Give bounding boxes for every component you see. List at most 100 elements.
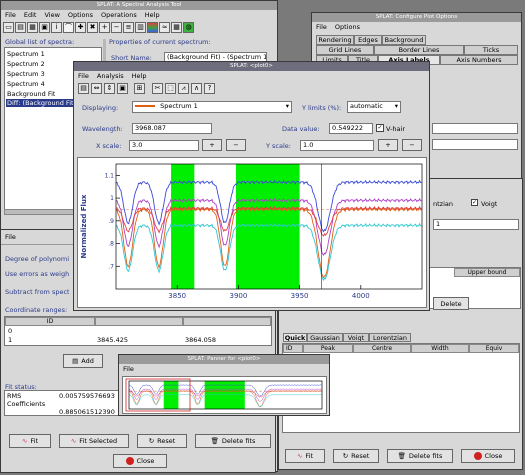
tab-background[interactable]: Background xyxy=(382,35,426,45)
line-combo[interactable]: 1 xyxy=(433,219,519,230)
plot-canvas[interactable]: 3850 3900 3950 4000 1.1 1 .9 .8 .7 Normalized Flu… xyxy=(77,157,427,308)
tab-gaussian[interactable]: Gaussian xyxy=(307,333,343,342)
displaying-select[interactable]: Spectrum 1 ▾ xyxy=(132,101,292,113)
menu-operations[interactable]: Operations xyxy=(101,11,137,19)
fit-selected-icon: ∿ xyxy=(70,437,77,445)
table-icon[interactable]: ▥ xyxy=(135,22,146,33)
fit-button[interactable]: ∿ Fit xyxy=(285,449,325,463)
tab-axis-numbers[interactable]: Axis Numbers xyxy=(440,55,518,65)
tab-ticks[interactable]: Ticks xyxy=(464,45,518,55)
add-plot-icon[interactable]: ✚ xyxy=(75,22,86,33)
spectrum-plot[interactable]: 3850 3900 3950 4000 1.1 1 .9 .8 .7 Normalized Flu… xyxy=(78,158,426,307)
menu-edit[interactable]: Edit xyxy=(23,11,37,19)
reset-button[interactable]: ↻ Reset xyxy=(137,434,187,448)
close-button[interactable]: Close xyxy=(113,454,167,468)
plot-icon[interactable]: ⌒ xyxy=(63,22,74,33)
fit-width-icon[interactable]: ⇔ xyxy=(91,83,102,94)
global-list-label: Global list of spectra: xyxy=(5,38,75,46)
background-fit-icon[interactable]: ∧ xyxy=(191,83,202,94)
menu-file[interactable]: File xyxy=(5,11,16,19)
yscale-minus-button[interactable]: − xyxy=(402,139,422,151)
voigt-checkbox[interactable]: ✓ xyxy=(471,199,478,206)
menu-help[interactable]: Help xyxy=(144,11,160,19)
wavelength-label: Wavelength: xyxy=(82,125,123,133)
tab-grid-lines[interactable]: Grid Lines xyxy=(316,45,374,55)
trash-icon: 🗑 xyxy=(397,452,406,460)
zoom-icon[interactable]: ⊞ xyxy=(134,83,145,94)
image-icon[interactable]: ◍ xyxy=(183,22,194,33)
table-row-lower[interactable]: 3845.425 xyxy=(97,336,129,344)
query-icon[interactable]: ? xyxy=(204,83,215,94)
menu-view[interactable]: View xyxy=(44,11,60,19)
list-item[interactable]: Spectrum 2 xyxy=(7,60,45,68)
xscale-minus-button[interactable]: − xyxy=(226,139,246,151)
config-field[interactable] xyxy=(432,139,518,150)
open-icon[interactable]: ▭ xyxy=(3,22,14,33)
save-icon[interactable]: ▤ xyxy=(15,22,26,33)
add-button[interactable]: ▤ Add xyxy=(63,354,103,368)
data-value-field[interactable]: 0.549222 xyxy=(329,123,373,134)
binary-op-icon[interactable]: + xyxy=(99,22,110,33)
menu-file[interactable]: File xyxy=(123,365,134,373)
fit-button[interactable]: ∿ Fit xyxy=(9,434,51,448)
table-row-upper[interactable]: 3864.058 xyxy=(185,336,217,344)
colour-icon[interactable] xyxy=(147,22,158,33)
delete-button[interactable]: Delete xyxy=(433,297,469,310)
xscale-field[interactable]: 3.0 xyxy=(129,140,199,151)
col-upper xyxy=(183,317,271,326)
add-button-label: Add xyxy=(81,357,94,365)
yscale-plus-button[interactable]: + xyxy=(378,139,398,151)
menu-file[interactable]: File xyxy=(5,233,16,241)
y-axis-label: Normalized Flux xyxy=(80,194,88,258)
remove-plot-icon[interactable]: ✖ xyxy=(87,22,98,33)
panner-plot[interactable] xyxy=(123,377,326,413)
close-button[interactable]: Close xyxy=(461,449,515,463)
yscale-field[interactable]: 1.0 xyxy=(300,140,374,151)
delete-icon[interactable]: ▣ xyxy=(39,22,50,33)
list-item[interactable]: Spectrum 3 xyxy=(7,70,45,78)
list-item[interactable]: Background Fit xyxy=(7,90,56,98)
xscale-plus-button[interactable]: + xyxy=(202,139,222,151)
info-icon[interactable]: i xyxy=(51,22,62,33)
reset-button-label: Reset xyxy=(157,437,176,445)
config-field[interactable] xyxy=(432,123,518,134)
menu-file[interactable]: File xyxy=(316,23,327,31)
reset-button[interactable]: ↻ Reset xyxy=(333,449,379,463)
list-item-selected[interactable]: Diff: (Background Fit xyxy=(6,99,100,107)
fit-height-icon[interactable]: ⇕ xyxy=(104,83,115,94)
tab-voigt[interactable]: Voigt xyxy=(343,333,369,342)
print-icon[interactable]: ▤ xyxy=(78,83,89,94)
menu-options[interactable]: Options xyxy=(67,11,94,19)
region-icon[interactable]: ⬚ xyxy=(165,83,176,94)
tab-border-lines[interactable]: Border Lines xyxy=(374,45,464,55)
trash-icon: 🗑 xyxy=(210,437,219,445)
table-row-id[interactable]: 0 xyxy=(8,327,13,335)
panner-canvas[interactable] xyxy=(122,376,327,414)
y-tick-label: .9 xyxy=(108,218,114,225)
cut-icon[interactable]: ✂ xyxy=(152,83,163,94)
delete-fits-button[interactable]: 🗑 Delete fits xyxy=(387,449,453,463)
ylimits-select[interactable]: automatic ▾ xyxy=(347,101,401,113)
line-props-icon[interactable]: ≈ xyxy=(159,22,170,33)
menu-help[interactable]: Help xyxy=(131,72,147,80)
vhair-checkbox[interactable]: ✓ xyxy=(376,124,384,132)
config-icon[interactable]: ▣ xyxy=(117,83,128,94)
save-as-icon[interactable]: ▦ xyxy=(27,22,38,33)
delete-fits-button[interactable]: 🗑 Delete fits xyxy=(195,434,271,448)
menu-options[interactable]: Options xyxy=(334,23,360,31)
menu-file[interactable]: File xyxy=(78,72,89,80)
table-row-id[interactable]: 1 xyxy=(8,336,13,344)
tab-lorentzian[interactable]: Lorentzian xyxy=(369,333,411,342)
stack-icon[interactable]: ≡ xyxy=(123,22,134,33)
tab-edges[interactable]: Edges xyxy=(354,35,382,45)
line-fit-icon[interactable]: ⩘ xyxy=(178,83,189,94)
fit-selected-button[interactable]: ∿ Fit Selected xyxy=(59,434,129,448)
list-item[interactable]: Spectrum 4 xyxy=(7,80,45,88)
tab-quick[interactable]: Quick xyxy=(283,333,307,342)
tab-rendering[interactable]: Rendering xyxy=(316,35,354,45)
list-item[interactable]: Spectrum 1 xyxy=(7,50,45,58)
wavelength-field[interactable]: 3968.087 xyxy=(132,123,212,134)
grid-icon[interactable]: ▦ xyxy=(171,22,182,33)
menu-analysis[interactable]: Analysis xyxy=(96,72,124,80)
unary-op-icon[interactable]: − xyxy=(111,22,122,33)
